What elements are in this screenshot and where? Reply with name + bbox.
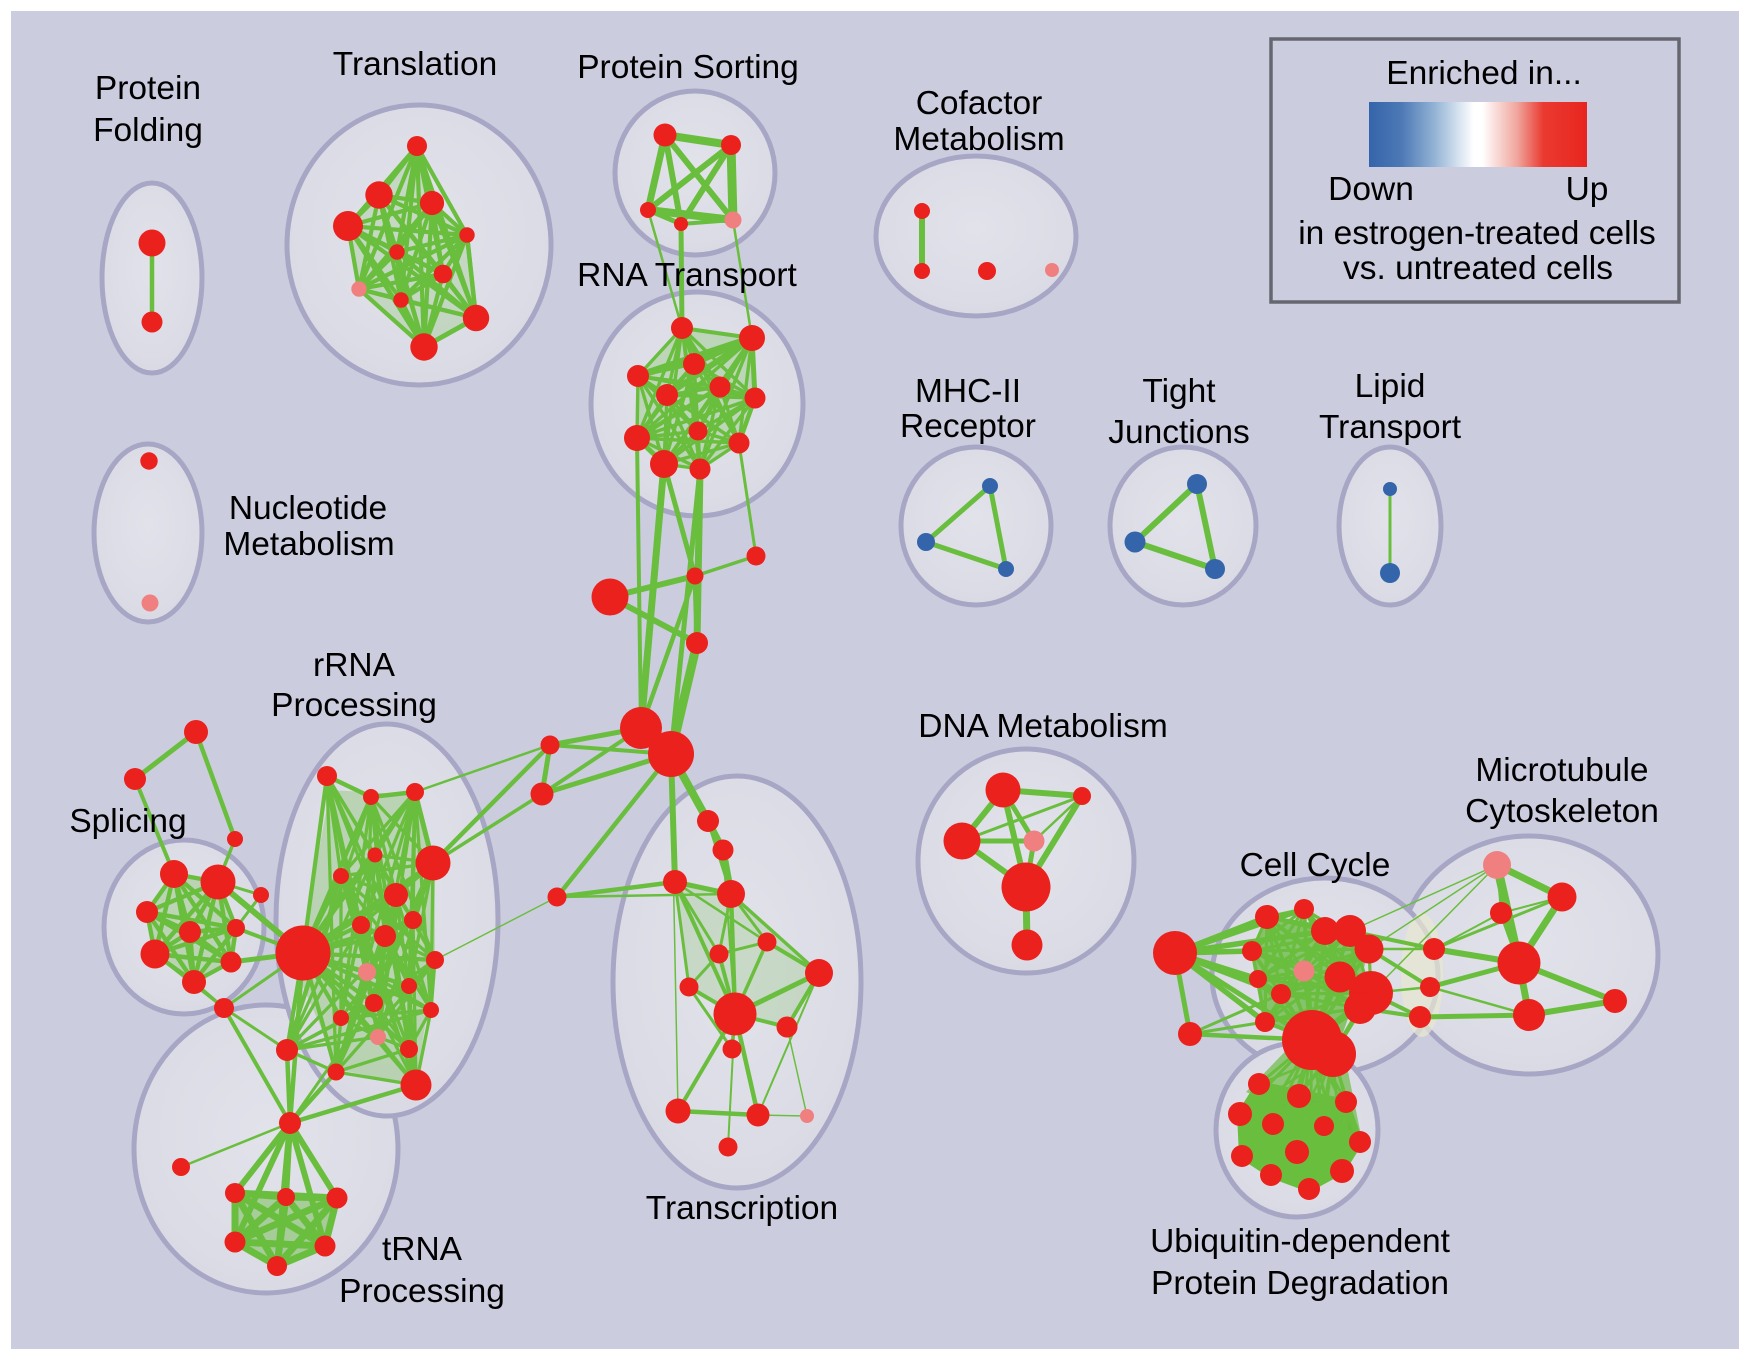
svg-text:Translation: Translation — [333, 46, 497, 83]
svg-text:DNA Metabolism: DNA Metabolism — [918, 708, 1167, 745]
svg-text:Junctions: Junctions — [1108, 414, 1250, 451]
svg-text:Microtubule: Microtubule — [1475, 752, 1648, 789]
svg-text:Metabolism: Metabolism — [223, 526, 394, 563]
svg-text:rRNA: rRNA — [313, 647, 396, 684]
svg-text:Down: Down — [1328, 171, 1414, 208]
svg-text:Transcription: Transcription — [646, 1190, 838, 1227]
svg-text:Enriched in...: Enriched in... — [1386, 55, 1582, 92]
svg-text:Protein: Protein — [95, 70, 201, 107]
svg-text:Transport: Transport — [1319, 409, 1462, 446]
svg-text:Lipid: Lipid — [1355, 368, 1426, 405]
svg-text:Nucleotide: Nucleotide — [229, 490, 387, 527]
svg-text:Ubiquitin-dependent: Ubiquitin-dependent — [1150, 1223, 1451, 1260]
svg-text:Protein Degradation: Protein Degradation — [1151, 1265, 1449, 1302]
svg-text:Cytoskeleton: Cytoskeleton — [1465, 793, 1659, 830]
svg-text:MHC-II: MHC-II — [915, 373, 1021, 410]
svg-text:Receptor: Receptor — [900, 408, 1036, 445]
svg-text:Metabolism: Metabolism — [893, 121, 1064, 158]
svg-text:RNA Transport: RNA Transport — [577, 257, 797, 294]
svg-text:Folding: Folding — [93, 112, 203, 149]
svg-text:Cofactor: Cofactor — [916, 85, 1043, 122]
svg-text:Tight: Tight — [1142, 373, 1216, 410]
svg-text:Protein Sorting: Protein Sorting — [577, 49, 799, 86]
svg-text:Processing: Processing — [271, 687, 437, 724]
svg-text:Processing: Processing — [339, 1273, 505, 1310]
svg-text:Cell Cycle: Cell Cycle — [1240, 847, 1391, 884]
svg-text:in estrogen-treated cells: in estrogen-treated cells — [1298, 215, 1656, 252]
svg-text:tRNA: tRNA — [382, 1231, 463, 1268]
svg-text:Splicing: Splicing — [69, 803, 186, 840]
svg-text:Up: Up — [1566, 171, 1609, 208]
svg-text:vs. untreated cells: vs. untreated cells — [1343, 250, 1613, 287]
